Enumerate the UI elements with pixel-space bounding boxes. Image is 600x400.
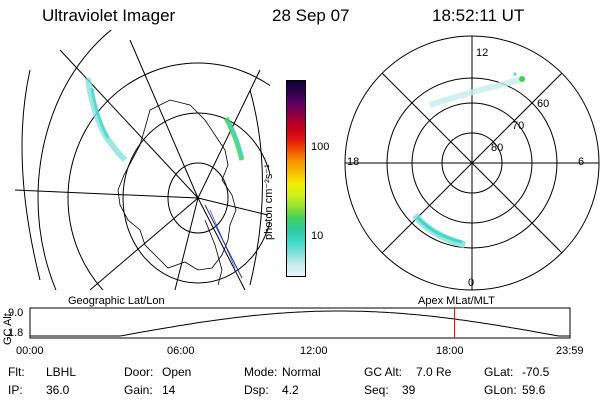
mlat-label-70: 70 [512,120,525,132]
info-value: 7.0 Re [416,365,452,379]
info-value: -70.5 [522,365,550,379]
info-value: Open [162,365,192,379]
polar-aurora-spot [519,76,525,82]
mlt-label-bottom: 0 [468,277,475,289]
geographic-panel-label: Geographic Lat/Lon [68,295,165,307]
aurora-emission [227,121,244,159]
info-value: 14 [162,383,176,397]
polar-aurora [429,77,521,108]
colorbar [286,80,306,277]
polar-aurora [416,216,463,244]
altitude-tick-low: 1.8 [8,327,24,339]
info-label: Gain: [124,383,153,397]
info-label: IP: [8,383,23,397]
mlt-label-right: 6 [578,156,585,168]
antarctica-outline [117,99,237,271]
map-meridian [197,197,269,216]
info-label: GLon: [484,383,517,397]
aurora-emission [90,87,110,139]
map-meridian [174,197,199,290]
map-lat-circle [37,30,113,290]
info-label: Dsp: [244,383,269,397]
colorbar-tick-100: 100 [311,141,330,153]
orbit-track [209,209,236,269]
x-tick-0600: 06:00 [167,345,195,357]
x-tick-1200: 12:00 [300,345,328,357]
map-arc [21,69,41,281]
map-meridian [89,197,199,290]
info-value: 59.6 [522,383,546,397]
info-value: 39 [402,383,416,397]
polar-plot [344,35,600,291]
mlat-label-60: 60 [537,98,550,110]
altitude-tick-high: 9.0 [8,307,24,319]
mlt-label-top: 12 [476,47,489,59]
info-label: GLat: [484,365,514,379]
colorbar-tick-10: 10 [311,230,324,242]
altitude-curve [30,310,570,337]
map-meridian [197,197,246,290]
info-value: 4.2 [282,383,299,397]
peninsula-outline [204,219,223,286]
polar-diagonal [381,72,563,254]
info-value: LBHL [46,365,77,379]
x-tick-0000: 00:00 [16,345,44,357]
altitude-chart-frame [29,307,571,339]
map-meridian [197,69,261,199]
polar-aurora-spot [513,72,517,76]
x-tick-2359: 23:59 [556,345,584,357]
map-lat-circle [67,62,270,290]
map-lat-circle [167,162,229,234]
map-arc [249,89,263,286]
x-tick-1800: 18:00 [436,345,464,357]
info-label: Flt: [8,365,25,379]
info-label: Mode: [244,365,278,379]
info-label: Seq: [364,383,389,397]
mlat-label-80: 80 [491,142,504,154]
map-meridian [59,49,199,199]
info-label: GC Alt: [364,365,403,379]
time-label: 18:52:11 UT [432,6,525,25]
map-meridian [14,189,199,199]
map-meridian [129,39,199,199]
instrument-title: Ultraviolet Imager [42,6,176,25]
info-value: Normal [282,365,321,379]
apex-panel-label: Apex MLat/MLT [418,295,495,307]
mlt-label-left: 18 [347,156,360,168]
date-label: 28 Sep 07 [272,6,350,25]
info-value: 36.0 [46,383,70,397]
info-label: Door: [124,365,154,379]
